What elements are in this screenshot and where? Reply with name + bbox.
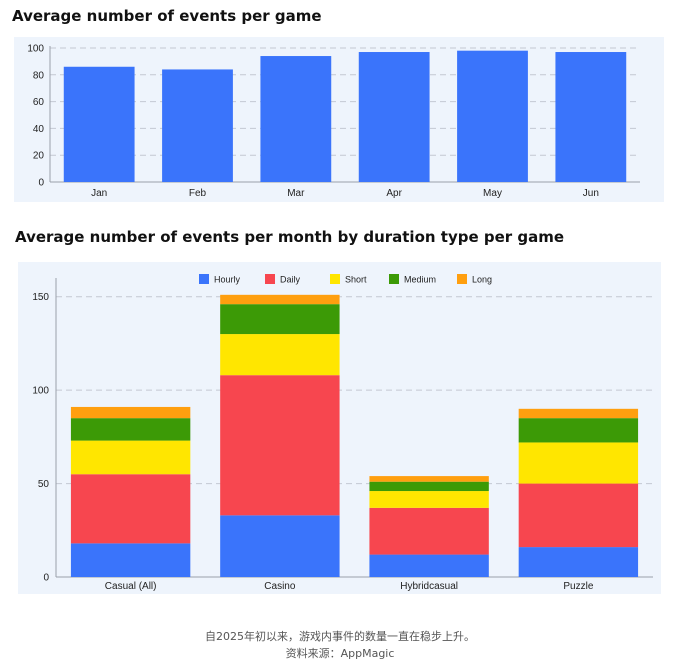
x-tick-label: Casual (All) — [105, 581, 157, 592]
bar-hybridcasual-short — [369, 491, 489, 508]
x-tick-label: May — [483, 188, 502, 199]
bar-jun — [555, 52, 627, 182]
bar-casual-all-long — [70, 406, 191, 419]
chart-1-panel: 0 20 40 60 80 100 Jan Feb Mar Apr May Jun — [14, 37, 664, 202]
x-tick-label: Apr — [386, 188, 402, 199]
bar-hybridcasual-hourly — [369, 554, 489, 577]
x-tick-label: Feb — [189, 188, 207, 199]
bar-feb — [162, 69, 233, 182]
bar-casual-all-hourly — [70, 543, 191, 577]
x-tick-label: Jan — [91, 188, 107, 199]
bar-may — [457, 50, 528, 183]
legend-swatch-medium — [389, 274, 399, 284]
bar-casino-long — [220, 294, 340, 305]
y-tick-label: 150 — [32, 292, 49, 303]
y-tick-label: 50 — [38, 479, 50, 490]
legend-swatch-short — [330, 274, 340, 284]
x-tick-label: Mar — [287, 188, 305, 199]
y-tick-label: 20 — [33, 151, 45, 162]
y-tick-label: 80 — [33, 70, 45, 81]
legend-label-daily: Daily — [280, 275, 301, 285]
y-tick-label: 60 — [33, 97, 45, 108]
y-tick-label: 100 — [32, 386, 49, 397]
x-tick-label: Jun — [583, 188, 599, 199]
y-tick-label: 40 — [33, 124, 45, 135]
bar-casino-daily — [220, 375, 340, 516]
chart-1-svg: 0 20 40 60 80 100 Jan Feb Mar Apr May Jun — [27, 44, 640, 199]
legend-swatch-long — [457, 274, 467, 284]
legend-swatch-hourly — [199, 274, 209, 284]
chart-2-svg: 0 50 100 150 Hourly Daily Short Medium Long Casua… — [32, 274, 653, 592]
bar-casino-medium — [220, 304, 340, 335]
bar-puzzle-daily — [518, 483, 639, 548]
chart-2-title: Average number of events per month by du… — [15, 228, 565, 246]
bar-puzzle-short — [518, 442, 639, 484]
bar-puzzle-long — [518, 408, 639, 419]
legend-swatch-daily — [265, 274, 275, 284]
legend-label-short: Short — [345, 275, 367, 285]
y-tick-label: 0 — [43, 573, 49, 584]
bar-mar — [260, 56, 332, 182]
legend-label-long: Long — [472, 275, 492, 285]
bar-hybridcasual-long — [369, 476, 489, 482]
bar-jan — [63, 66, 135, 182]
bar-hybridcasual-medium — [369, 481, 489, 492]
bar-casual-all-daily — [70, 474, 191, 544]
chart-2-panel: 0 50 100 150 Hourly Daily Short Medium Long Casua… — [18, 262, 661, 594]
x-tick-label: Hybridcasual — [400, 581, 458, 592]
chart-1-title: Average number of events per game — [12, 7, 322, 25]
x-tick-label: Casino — [264, 581, 296, 592]
bar-puzzle-medium — [518, 418, 639, 443]
caption: 自2025年初以来，游戏内事件的数量一直在稳步上升。 — [205, 630, 475, 643]
bar-hybridcasual-daily — [369, 507, 489, 555]
bar-casual-all-medium — [70, 418, 191, 441]
bar-casino-short — [220, 334, 340, 376]
y-tick-label: 100 — [27, 44, 44, 55]
bar-apr — [358, 52, 430, 182]
x-tick-label: Puzzle — [563, 581, 593, 592]
bar-casual-all-short — [70, 440, 191, 475]
y-tick-label: 0 — [38, 178, 44, 189]
legend-label-hourly: Hourly — [214, 275, 241, 285]
bar-puzzle-hourly — [518, 547, 639, 577]
source-note: 资料来源：AppMagic — [285, 647, 395, 660]
legend-label-medium: Medium — [404, 275, 436, 285]
bar-casino-hourly — [220, 515, 340, 577]
